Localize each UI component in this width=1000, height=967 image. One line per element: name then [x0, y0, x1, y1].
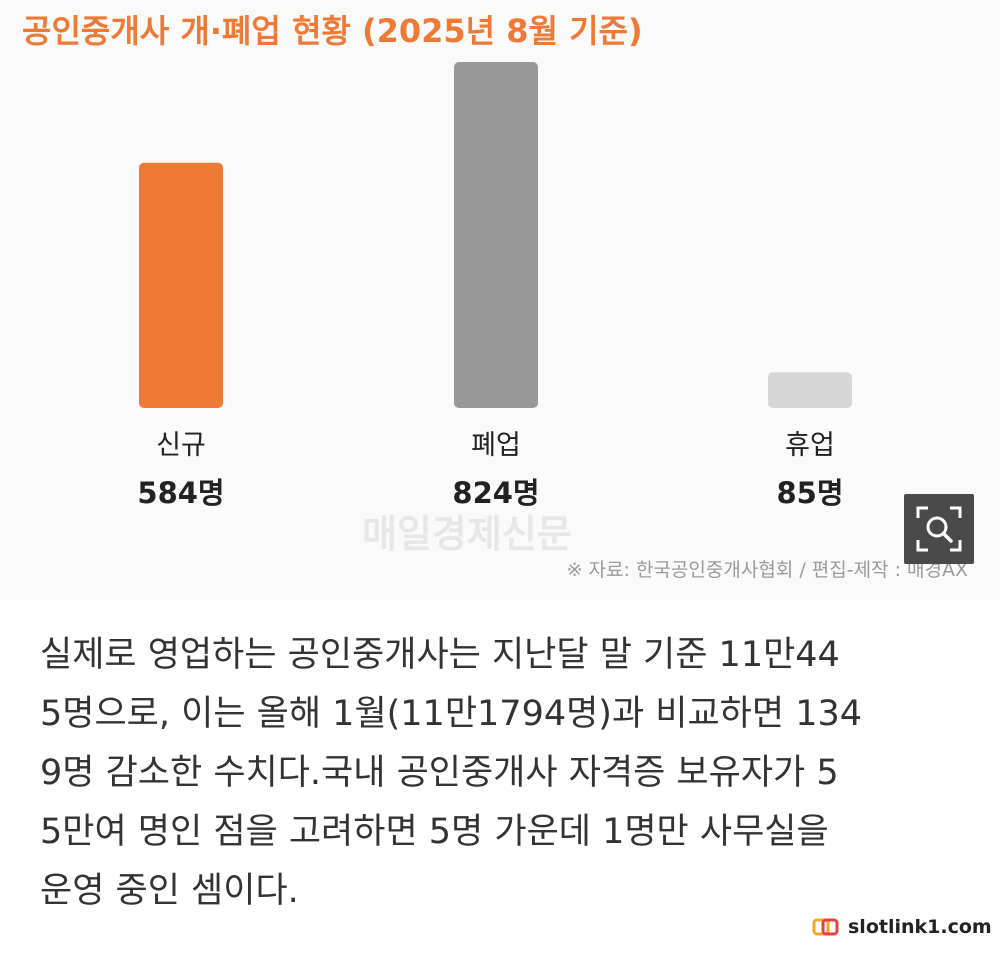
- bar-2: [454, 62, 538, 408]
- article-line: 5만여 명인 점을 고려하면 5명 가운데 1명만 사무실을: [40, 812, 829, 852]
- bar-3: [768, 372, 852, 408]
- site-url: slotlink1.com: [848, 916, 992, 938]
- bar-1: [139, 162, 223, 408]
- chart-title: 공인중개사 개·폐업 현황 (2025년 8월 기준): [22, 12, 643, 50]
- article-line: 9명 감소한 수치다.국내 공인중개사 자격증 보유자가 5: [40, 753, 839, 793]
- source-note: ※ 자료: 한국공인중개사협회 / 편집-제작 : 매경AX: [566, 559, 968, 581]
- article-line: 실제로 영업하는 공인중개사는 지난달 말 기준 11만44: [40, 635, 840, 675]
- value-label: 584명: [137, 476, 224, 510]
- zoom-button[interactable]: [904, 494, 974, 564]
- category-label: 신규: [156, 430, 206, 461]
- article-line: 5명으로, 이는 올해 1월(11만1794명)과 비교하면 134: [40, 694, 863, 734]
- chart-panel: 공인중개사 개·폐업 현황 (2025년 8월 기준) 신규 584명 폐업 824명…: [22, 12, 974, 581]
- value-label: 824명: [452, 476, 539, 510]
- category-label: 폐업: [471, 430, 521, 461]
- magnify-expand-icon: [916, 506, 962, 552]
- link-icon: [812, 918, 839, 936]
- category-label: 휴업: [785, 430, 835, 461]
- article-text: 실제로 영업하는 공인중개사는 지난달 말 기준 11만44 5명으로, 이는 …: [40, 626, 960, 921]
- article-line: 운영 중인 셈이다.: [40, 871, 299, 911]
- site-badge[interactable]: slotlink1.com: [806, 908, 992, 946]
- watermark: 매일경제신문: [362, 512, 572, 556]
- value-label: 85명: [776, 476, 843, 510]
- bar-chart: 신규 584명 폐업 824명 휴업 85명: [137, 62, 852, 510]
